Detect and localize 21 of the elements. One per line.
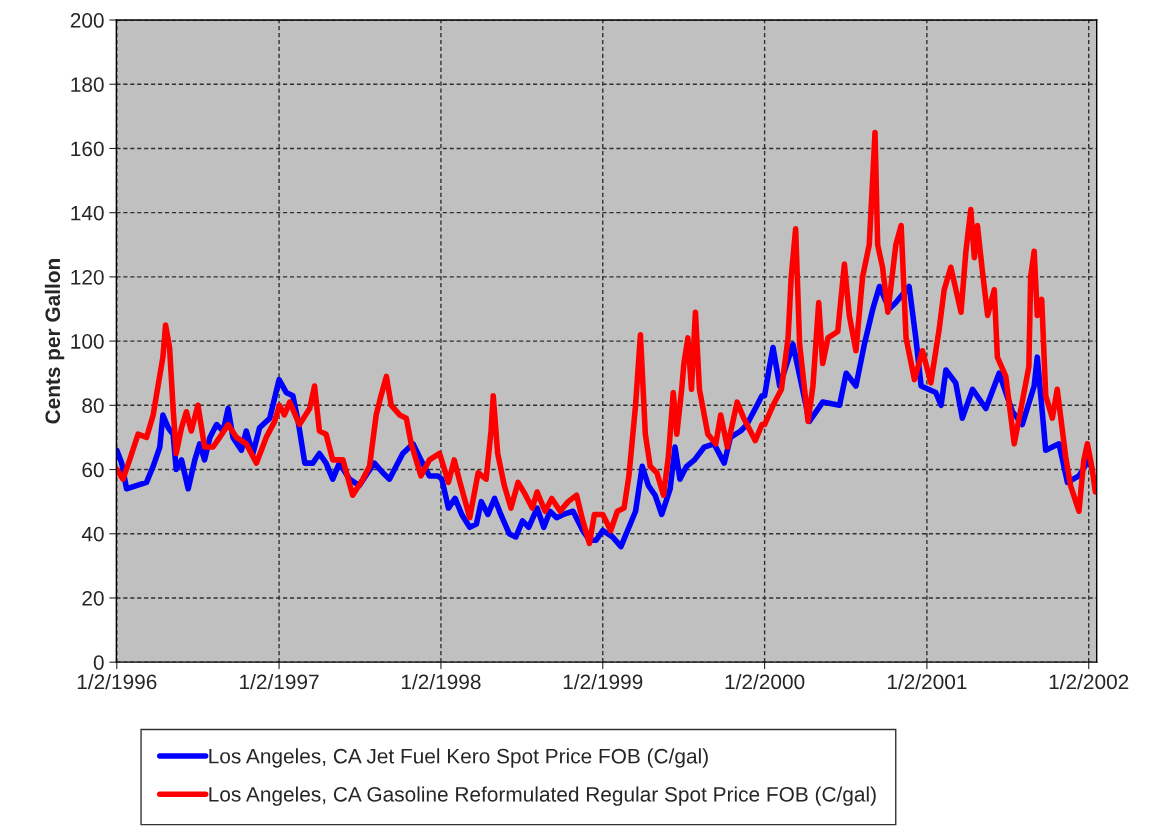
legend-label: Los Angeles, CA Gasoline Reformulated Regular Spot Price FOB (C/gal) [209, 786, 876, 806]
x-tick-label: 1/2/2001 [887, 673, 967, 690]
y-tick-label: 120 [71, 269, 104, 285]
y-tick-label: 60 [82, 462, 104, 478]
y-axis-title: Cents per Gallon [44, 259, 65, 424]
x-tick-label: 1/2/1999 [563, 673, 643, 690]
y-tick-label: 0 [93, 655, 104, 670]
y-tick-label: 140 [71, 205, 104, 221]
y-tick-label: 20 [82, 590, 104, 606]
x-tick-label: 1/2/2002 [1049, 673, 1129, 690]
y-tick-label: 40 [81, 526, 104, 542]
x-tick-label: 1/2/1997 [240, 673, 319, 690]
y-tick-label: 80 [82, 398, 104, 414]
x-tick-label: 1/2/1996 [77, 673, 157, 690]
x-tick-label: 1/2/1998 [401, 673, 481, 690]
y-tick-label: 160 [71, 141, 104, 157]
y-tick-label: 100 [71, 334, 104, 349]
x-tick-label: 1/2/2000 [725, 673, 805, 690]
legend-label: Los Angeles, CA Jet Fuel Kero Spot Price FOB (C/gal) [209, 748, 708, 768]
y-tick-label: 200 [70, 13, 104, 28]
y-tick-label: 180 [71, 77, 104, 93]
